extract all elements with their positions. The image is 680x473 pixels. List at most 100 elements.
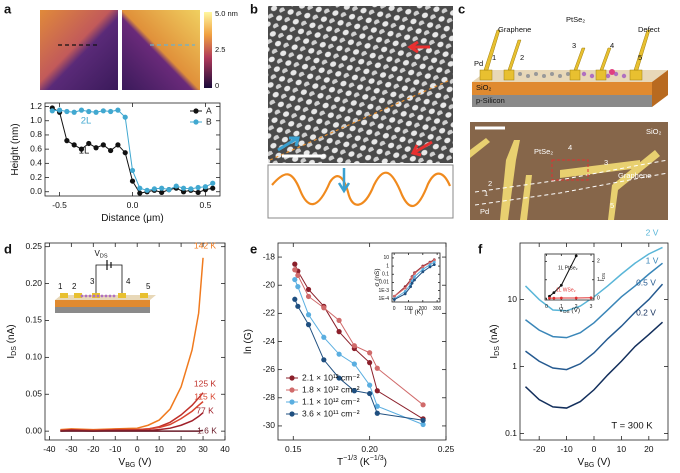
data-point — [86, 140, 92, 147]
schematic-label: 5 — [638, 53, 642, 62]
line-cut — [269, 79, 451, 161]
data-point — [410, 276, 414, 279]
data-point — [122, 114, 128, 120]
inset-electrode — [118, 293, 126, 298]
photo-label: 1 — [484, 189, 488, 198]
data-point — [137, 190, 143, 196]
defect-arrow — [277, 136, 300, 152]
x-tick-label: 10 — [154, 444, 164, 454]
data-point — [403, 289, 407, 293]
inset-atom — [100, 294, 104, 298]
data-point — [420, 421, 426, 428]
schematic-label: PtSe₂ — [566, 15, 585, 24]
x-tick-label: 0.5 — [200, 200, 212, 210]
afm-image — [122, 10, 200, 90]
data-point — [421, 267, 425, 271]
photo-electrodes — [470, 138, 660, 220]
inset-atom — [88, 294, 92, 298]
photo-label: 5 — [610, 201, 614, 210]
silicon-layer — [472, 95, 652, 107]
legend-marker — [193, 119, 199, 125]
x-tick-label: -20 — [533, 444, 546, 454]
data-point — [336, 317, 342, 323]
series-line — [394, 261, 435, 300]
legend-label: 1.1 × 10¹² cm⁻² — [302, 396, 360, 406]
x-tick-label: 20 — [644, 444, 654, 454]
legend-label: B — [206, 116, 212, 126]
data-point — [195, 189, 201, 196]
label-part: ) — [243, 329, 254, 332]
legend-label: A — [206, 105, 212, 115]
x-tick-label: -10 — [109, 444, 122, 454]
data-point — [392, 298, 396, 301]
series-label: 1.6 K — [197, 425, 217, 435]
data-point — [210, 185, 216, 191]
y-tick-label: 0.6 — [30, 143, 42, 153]
inset-electrode — [74, 293, 82, 298]
label-part: ln ( — [243, 339, 254, 354]
x-tick-label: 300 — [433, 306, 442, 312]
series-line — [52, 109, 213, 191]
y-tick-label: 1.2 — [30, 101, 42, 111]
series-label: 0.5 V — [636, 277, 656, 287]
x-tick-label: 0 — [135, 444, 140, 454]
annotation: 1L — [79, 146, 90, 157]
legend-marker — [289, 399, 295, 405]
defect-arrow — [407, 40, 430, 54]
axis-label: IDS — [599, 273, 606, 281]
data-point — [64, 108, 70, 115]
panel-label: e — [250, 241, 257, 256]
inset-atom — [92, 294, 96, 298]
y-tick-label: 0.2 — [30, 172, 42, 182]
data-point — [78, 146, 85, 152]
data-point — [129, 167, 136, 174]
axis-label: Height (nm) — [10, 123, 21, 175]
photo-label: SiO₂ — [646, 127, 662, 136]
y-tick-label: 0.05 — [25, 389, 42, 399]
colorbar-label: 0 — [215, 81, 219, 90]
electrodes — [479, 29, 651, 81]
label-part: (V) — [570, 307, 580, 314]
legend-marker — [289, 387, 295, 393]
substrate-side — [652, 70, 668, 107]
defect-arrow — [410, 140, 433, 157]
inset-atom — [80, 294, 84, 298]
y-tick-label: 1 — [597, 277, 600, 283]
schematic-label: Graphene — [498, 25, 531, 34]
data-point — [159, 189, 165, 196]
x-tick-label: 0.15 — [285, 444, 302, 454]
data-point — [421, 265, 425, 269]
data-point — [173, 183, 179, 189]
electrode-label: 3 — [90, 277, 95, 286]
data-point — [202, 184, 209, 190]
data-point — [305, 312, 312, 318]
y-tick-label: -28 — [263, 392, 276, 402]
legend-marker — [193, 108, 199, 114]
electrode-label: 2 — [72, 282, 77, 291]
colorbar-label: 2.5 — [215, 45, 225, 54]
x-tick-label: 1 — [560, 304, 563, 310]
ptse2-outline — [551, 159, 589, 181]
data-point — [574, 296, 578, 300]
data-point — [195, 184, 201, 191]
y-tick-label: -24 — [263, 336, 276, 346]
data-point — [374, 388, 380, 394]
x-tick-label: -40 — [43, 444, 56, 454]
y-tick-label: 10 — [383, 255, 389, 261]
schematic-label: Defect — [638, 25, 661, 34]
data-point — [122, 150, 128, 156]
panel-label: b — [250, 1, 258, 16]
data-point — [336, 351, 342, 357]
data-point — [548, 296, 551, 300]
data-point — [295, 272, 301, 278]
inset-silicon — [55, 307, 150, 313]
series-label: 2 V — [646, 227, 659, 237]
y-tick-label: -26 — [263, 364, 276, 374]
data-point — [336, 329, 342, 335]
series-line — [60, 401, 204, 432]
panel-label: c — [458, 1, 465, 16]
data-point — [64, 138, 70, 144]
label-part: (V) — [135, 457, 151, 468]
label-part: σ (nS) — [374, 268, 381, 286]
data-point — [86, 108, 92, 115]
